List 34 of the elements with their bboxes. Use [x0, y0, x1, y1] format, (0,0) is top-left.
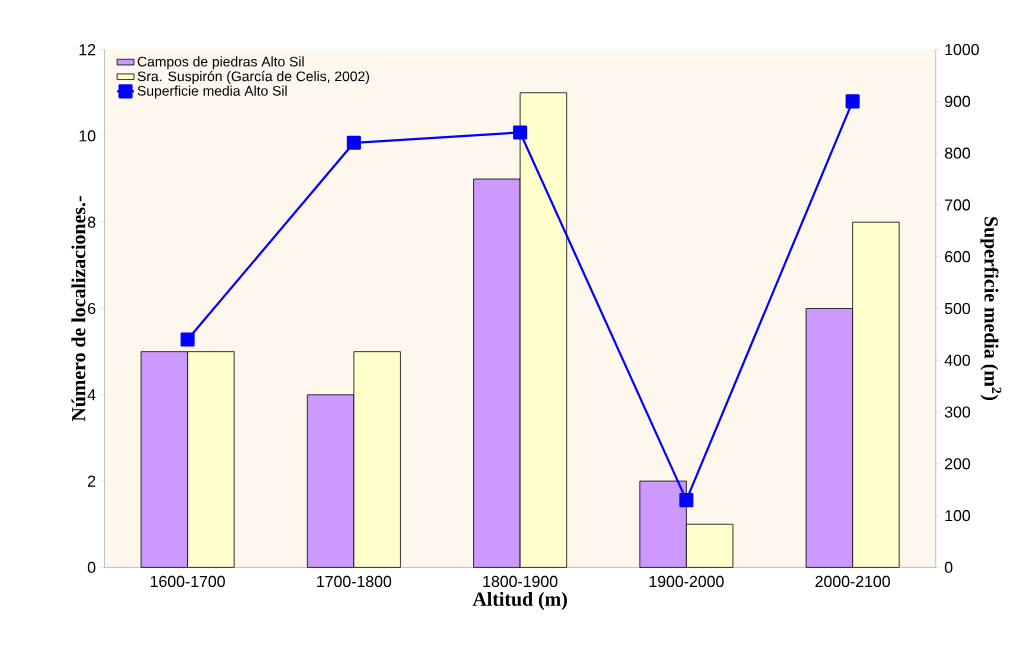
point [346, 135, 361, 150]
x-tick-label: 1800-1900 [483, 576, 558, 588]
point [845, 94, 860, 109]
x-tick-label: 1700-1800 [317, 576, 392, 588]
y-axis-title: Número de localizaciones.- [71, 196, 86, 422]
y2-tick-label: 600 [945, 251, 971, 263]
y-tick-label: 0 [87, 561, 96, 574]
point [679, 493, 694, 508]
y2-tick-label: 800 [944, 147, 971, 159]
y2-tick-label: 300 [944, 406, 971, 418]
y2-tick-label: 200 [945, 458, 971, 470]
y-tick-label: 8 [87, 216, 96, 228]
y2-tick-label: 0 [944, 561, 953, 574]
y-tick-label: 10 [79, 130, 96, 142]
point [180, 332, 195, 347]
x-tick-label: 1600-1700 [150, 576, 225, 588]
y2-tick-label: 900 [944, 95, 971, 108]
x-tick-label: 2000-2100 [815, 576, 890, 588]
y2-axis-title: Superficie media (m$^{2}$) [980, 217, 1002, 401]
y-tick-label: 2 [87, 475, 96, 487]
x-tick-label: 1900-2000 [649, 576, 724, 588]
y2-tick-label: 400 [944, 354, 971, 367]
y2-tick-label: 500 [944, 303, 971, 315]
point [513, 125, 528, 140]
y-tick-label: 4 [87, 389, 96, 401]
legend-label: Campos de piedras Alto Sil [137, 56, 304, 70]
y2-tick-label: 100 [945, 510, 971, 522]
y2-tick-label: 700 [945, 199, 971, 211]
x-axis-title: Altitud (m) [472, 592, 567, 611]
legend-label: Sra. Suspirón (García de Celis, 2002) [137, 71, 370, 85]
y-tick-label: 12 [79, 44, 96, 56]
y-tick-label: 6 [88, 303, 96, 315]
y2-tick-label: 1000 [945, 44, 979, 56]
legend-label: Superficie media Alto Sil [137, 85, 287, 99]
